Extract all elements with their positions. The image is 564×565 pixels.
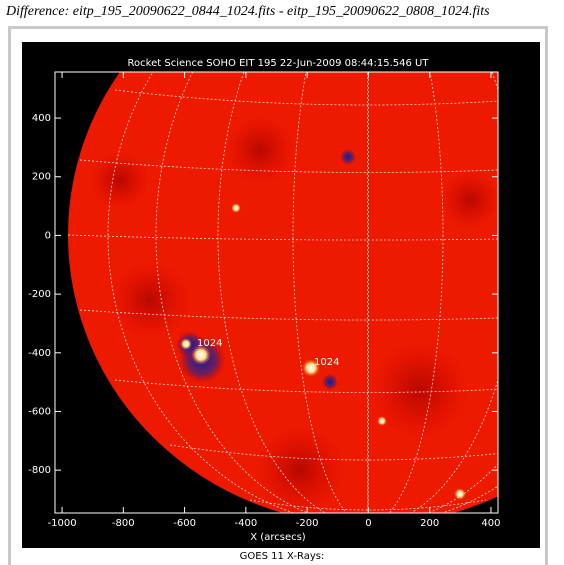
plot-title: Rocket Science SOHO EIT 195 22-Jun-2009 … [128, 58, 430, 69]
x-tick-label: -1000 [48, 518, 77, 529]
x-tick-label: 0 [365, 518, 371, 529]
y-tick-label: -400 [28, 348, 51, 359]
x-tick-label: -200 [296, 518, 319, 529]
y-tick-label: 400 [32, 113, 51, 124]
x-axis-label: X (arcsecs) [250, 532, 306, 543]
y-tick-label: 200 [32, 172, 51, 183]
region-label: 1024 [197, 338, 222, 349]
x-tick-label: -400 [235, 518, 258, 529]
x-tick-label: -800 [112, 518, 135, 529]
header: Difference: eitp_195_20090622_0844_1024.… [6, 4, 490, 19]
region-label: 1024 [314, 357, 339, 368]
x-tick-label: 400 [481, 518, 500, 529]
x-tick-label: 200 [420, 518, 439, 529]
footer: GOES 11 X-Rays: [239, 551, 325, 562]
axes-box [54, 71, 499, 514]
y-tick-label: -800 [28, 465, 51, 476]
y-tick-label: -600 [28, 406, 51, 417]
x-tick-label: -600 [173, 518, 196, 529]
sun-image [68, 72, 498, 513]
y-tick-label: 0 [45, 230, 51, 241]
y-tick-label: -200 [28, 289, 51, 300]
